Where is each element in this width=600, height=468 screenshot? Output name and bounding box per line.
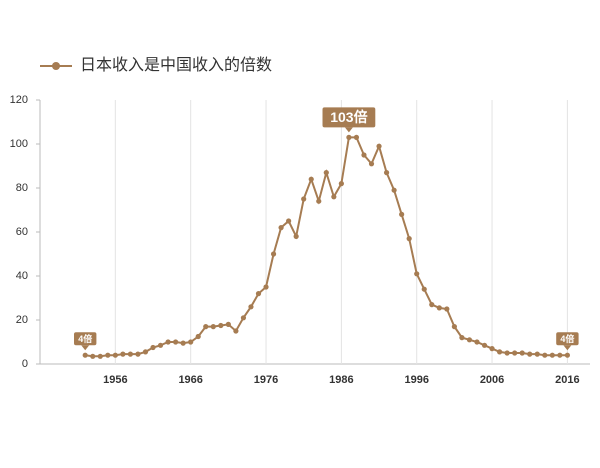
data-point: [542, 352, 548, 358]
data-point: [218, 322, 224, 329]
data-point: [165, 339, 171, 345]
data-point: [481, 342, 488, 348]
data-point: [90, 353, 96, 359]
data-point: [519, 350, 525, 356]
data-point: [429, 302, 435, 308]
legend-label: 日本收入是中国收入的倍数: [80, 56, 272, 74]
data-point: [323, 170, 329, 176]
data-point: [527, 351, 533, 357]
value-label-pointer: [563, 345, 572, 351]
data-point: [112, 352, 118, 358]
data-point: [308, 176, 314, 182]
legend-marker: [52, 62, 60, 70]
data-point: [248, 304, 254, 310]
data-point: [534, 351, 540, 357]
data-point: [263, 284, 269, 290]
data-point: [421, 286, 427, 292]
value-label-box: [74, 332, 97, 346]
y-tick-label: 0: [22, 358, 28, 370]
data-point: [512, 350, 518, 356]
value-label-box: [556, 332, 579, 346]
value-label: 4倍: [78, 333, 92, 344]
data-point: [233, 328, 239, 334]
data-point: [376, 143, 382, 149]
data-point: [157, 342, 164, 348]
data-point: [127, 351, 134, 357]
data-point: [240, 315, 247, 321]
x-tick-label: 2016: [555, 374, 579, 386]
data-point: [173, 339, 179, 345]
data-point: [210, 324, 216, 330]
data-point: [120, 351, 126, 357]
y-tick-label: 100: [10, 138, 28, 150]
data-point: [82, 352, 88, 358]
value-label-pointer: [344, 127, 353, 133]
data-point: [286, 218, 292, 224]
data-point: [150, 344, 156, 351]
data-point: [383, 170, 390, 176]
data-point: [135, 351, 141, 357]
data-point: [504, 350, 510, 356]
data-point: [270, 251, 277, 257]
x-tick-label: 2006: [480, 374, 504, 386]
data-point: [474, 339, 480, 345]
value-label: 4倍: [560, 333, 574, 344]
data-point: [466, 337, 473, 343]
data-point: [255, 291, 262, 297]
data-point: [496, 349, 503, 355]
data-point: [353, 134, 360, 140]
value-label-pointer: [81, 345, 90, 351]
data-point: [293, 233, 299, 239]
data-point: [180, 340, 186, 346]
data-point: [316, 198, 322, 204]
data-point: [459, 335, 465, 341]
data-point: [436, 305, 442, 311]
data-point: [444, 306, 450, 312]
data-point: [564, 352, 570, 358]
x-tick-label: 1986: [329, 374, 353, 386]
x-tick-label: 1996: [404, 374, 428, 386]
data-point: [97, 353, 103, 359]
data-point: [278, 225, 284, 231]
y-tick-label: 40: [16, 270, 28, 282]
data-point: [338, 181, 344, 187]
data-point: [489, 346, 495, 352]
data-point: [142, 349, 149, 355]
data-point: [368, 161, 375, 167]
data-point: [549, 352, 555, 358]
y-tick-label: 80: [16, 182, 28, 194]
data-point: [361, 152, 367, 158]
y-tick-label: 120: [10, 94, 28, 106]
x-tick-label: 1956: [103, 374, 127, 386]
data-point: [557, 352, 563, 358]
data-point: [188, 339, 194, 345]
data-point: [406, 236, 412, 242]
y-tick-label: 60: [16, 226, 28, 238]
data-point: [225, 321, 231, 327]
value-label: 103倍: [330, 109, 367, 125]
data-point: [195, 333, 201, 340]
data-point: [451, 324, 457, 330]
x-tick-label: 1966: [178, 374, 202, 386]
x-tick-label: 1976: [254, 374, 278, 386]
data-point: [105, 352, 111, 358]
value-label-box: [322, 107, 376, 128]
data-point: [346, 134, 352, 140]
data-point: [414, 271, 420, 277]
data-point: [399, 211, 405, 217]
data-point: [331, 194, 337, 200]
data-point: [203, 324, 209, 330]
data-point: [391, 187, 397, 193]
data-point: [301, 196, 307, 202]
y-tick-label: 20: [16, 314, 28, 326]
